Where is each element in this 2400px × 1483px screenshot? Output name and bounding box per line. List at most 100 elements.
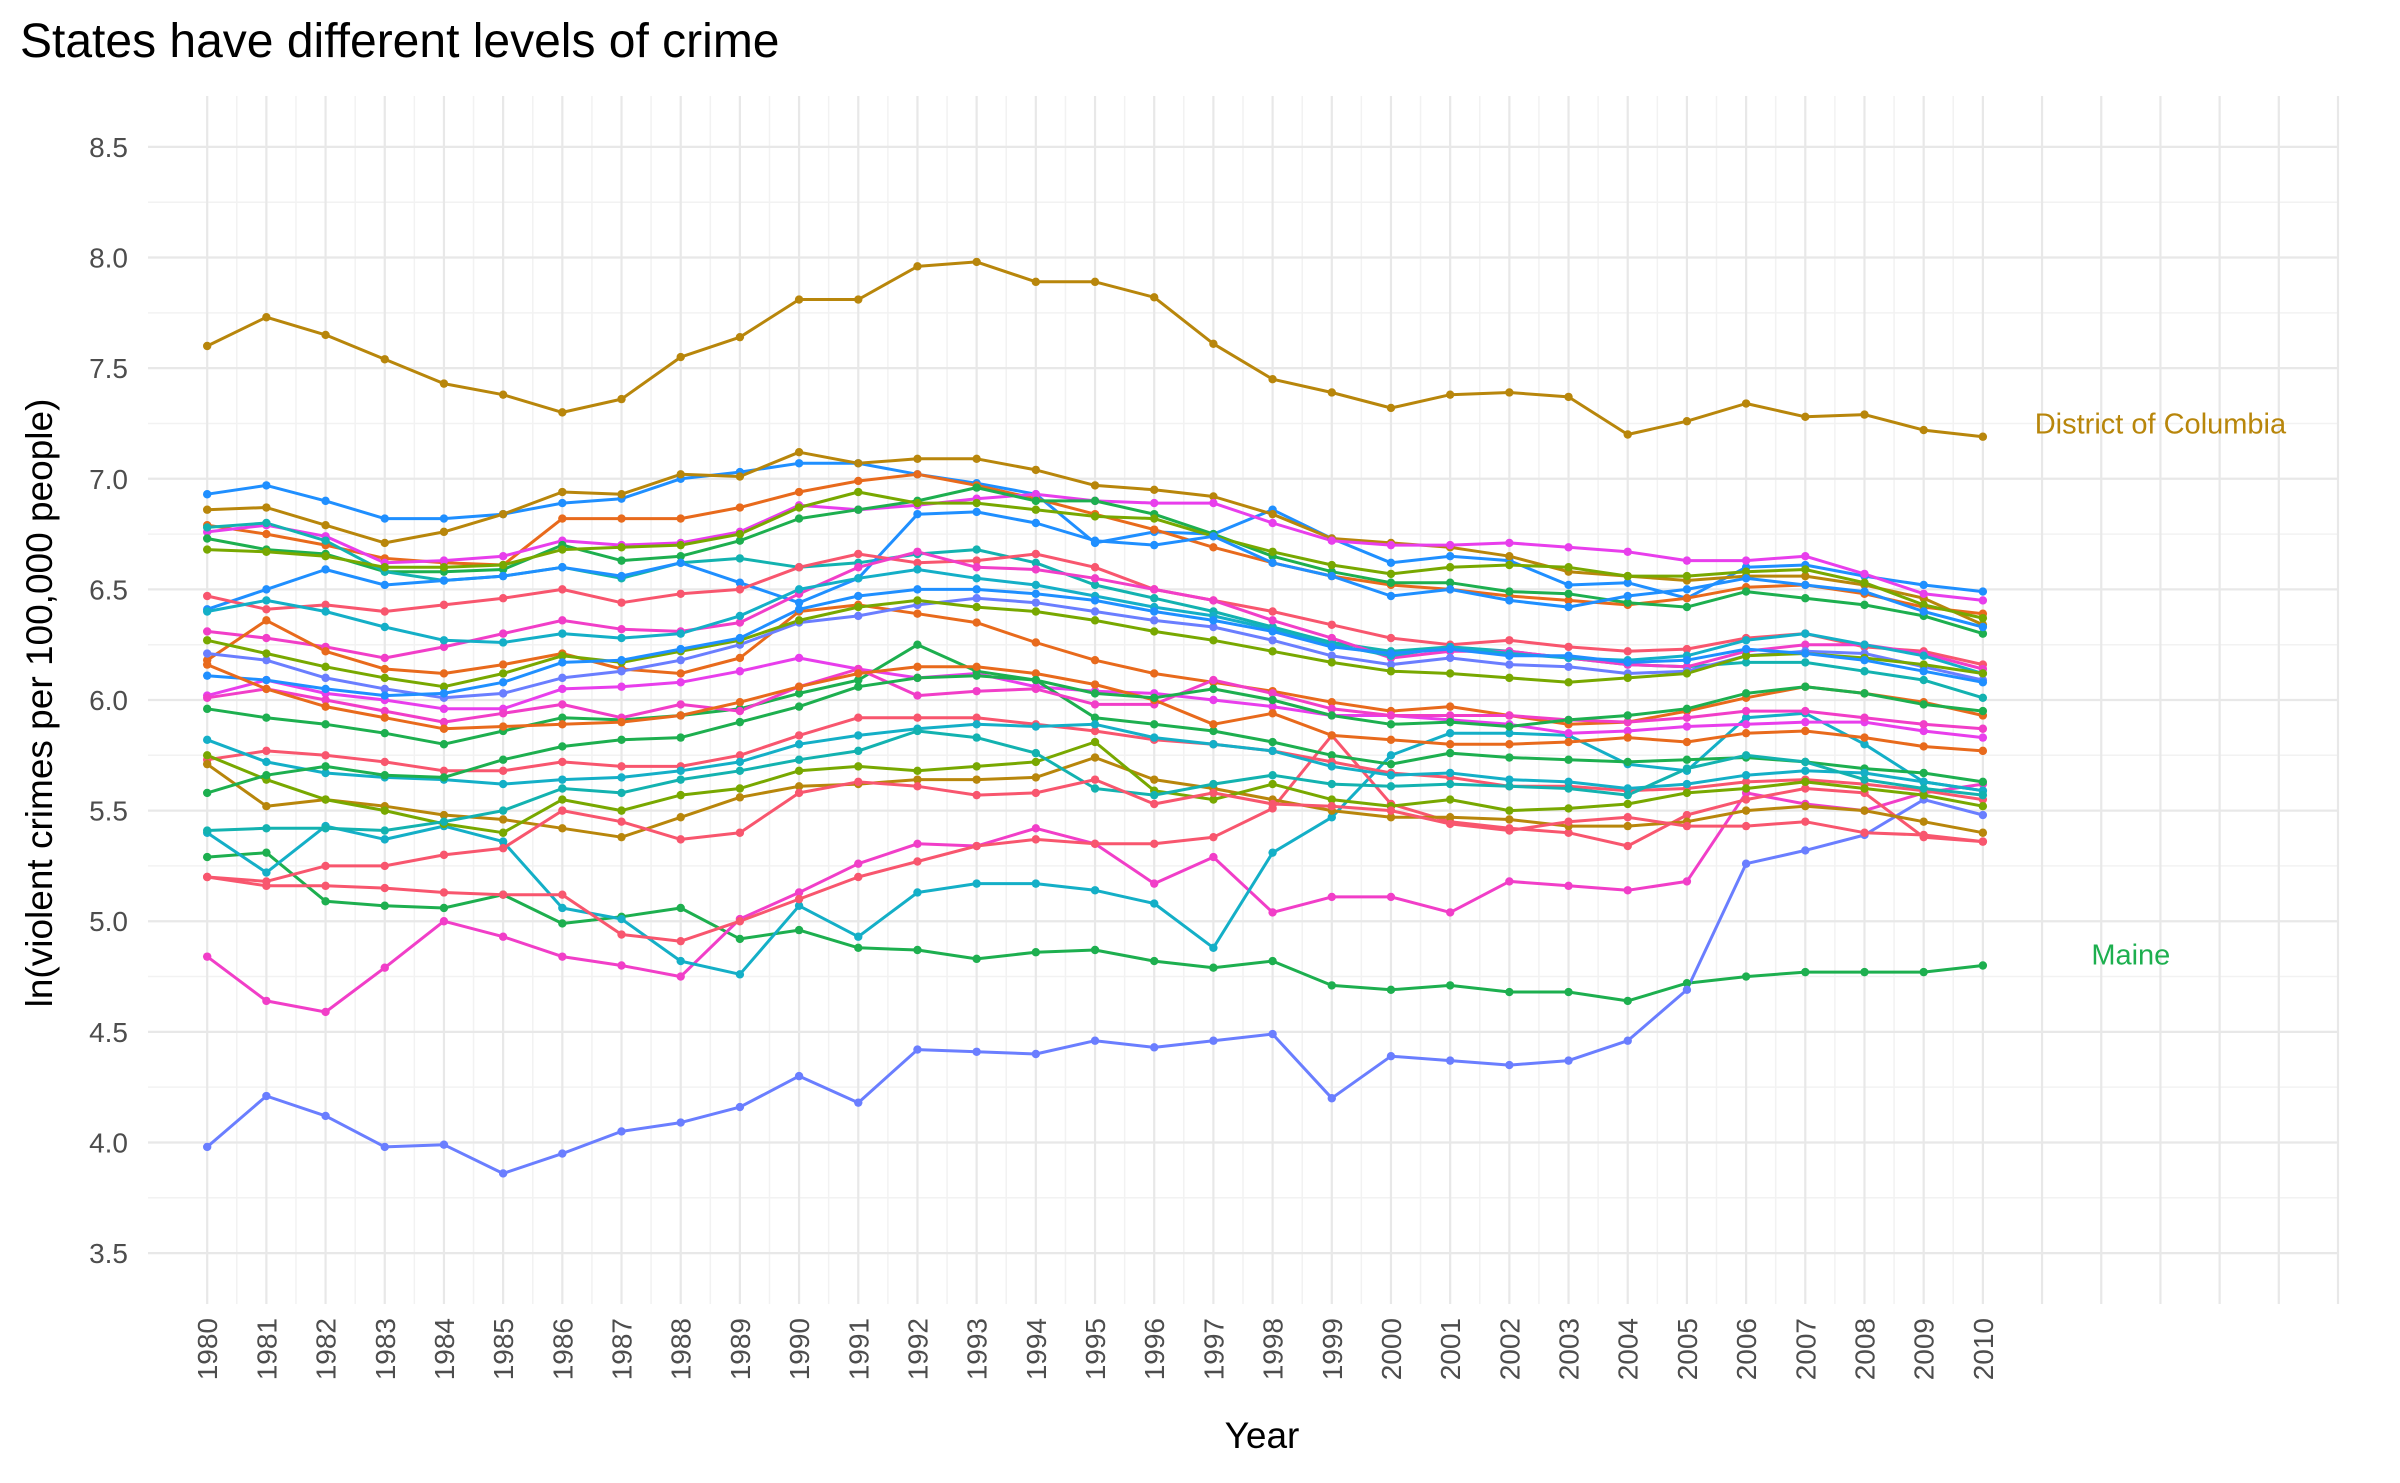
data-point xyxy=(439,527,449,537)
data-point xyxy=(854,574,863,583)
data-point xyxy=(1741,644,1751,654)
data-point xyxy=(1386,985,1396,995)
data-point xyxy=(1623,821,1632,831)
data-point xyxy=(1741,399,1751,408)
data-point xyxy=(1505,560,1514,570)
data-point xyxy=(1919,580,1928,590)
data-point xyxy=(262,713,271,722)
data-point xyxy=(972,1047,981,1056)
data-point xyxy=(617,625,626,634)
data-point xyxy=(1860,410,1869,419)
data-point xyxy=(1090,655,1100,665)
data-point xyxy=(1801,412,1810,422)
data-point xyxy=(1031,773,1041,782)
data-point xyxy=(262,585,271,594)
data-point xyxy=(1919,830,1928,840)
data-point xyxy=(1978,746,1988,756)
data-point xyxy=(439,642,449,652)
data-point xyxy=(1209,963,1218,972)
data-point xyxy=(498,669,508,678)
data-point xyxy=(1090,512,1100,521)
data-point xyxy=(1209,339,1218,348)
data-point xyxy=(854,295,863,304)
data-point xyxy=(972,556,981,565)
data-point xyxy=(1031,580,1041,590)
data-point xyxy=(676,470,685,479)
data-point xyxy=(1150,775,1159,784)
data-point xyxy=(676,903,685,913)
data-point xyxy=(1386,1052,1396,1061)
data-point xyxy=(380,861,389,871)
data-point xyxy=(439,917,449,926)
data-point xyxy=(676,790,685,800)
data-point xyxy=(1623,757,1632,767)
data-point xyxy=(735,585,745,594)
data-point xyxy=(854,746,863,756)
data-point xyxy=(262,771,271,780)
data-point xyxy=(794,459,804,468)
data-point xyxy=(202,534,212,543)
data-point xyxy=(439,576,449,585)
data-point xyxy=(1860,689,1869,698)
data-point xyxy=(1682,722,1692,731)
data-point xyxy=(735,828,745,837)
data-point xyxy=(794,740,804,749)
x-tick-label: 1995 xyxy=(1080,1318,1111,1380)
data-point xyxy=(1386,806,1396,815)
x-tick-label: 1990 xyxy=(784,1318,815,1380)
data-point xyxy=(1031,722,1041,731)
data-point xyxy=(794,888,804,897)
data-point xyxy=(1090,574,1100,583)
data-point xyxy=(1978,678,1988,687)
data-point xyxy=(1564,737,1573,747)
data-point xyxy=(1741,771,1751,780)
data-point xyxy=(1268,956,1277,966)
data-point xyxy=(1564,817,1573,826)
x-axis-ticks: 1980 1981 1982 1983 1984 1985 1986 1987 1988 1989… xyxy=(192,1318,1999,1380)
data-point xyxy=(1150,693,1159,702)
data-point xyxy=(1150,293,1159,302)
data-point xyxy=(913,888,922,897)
data-point xyxy=(1623,591,1632,601)
data-point xyxy=(1564,596,1573,605)
data-point xyxy=(1623,717,1632,727)
data-point xyxy=(1209,543,1218,552)
data-point xyxy=(735,970,745,979)
data-point xyxy=(1623,578,1632,587)
data-point xyxy=(380,883,389,893)
data-point xyxy=(1978,724,1988,733)
data-point xyxy=(1564,1056,1573,1065)
data-point xyxy=(1505,740,1514,749)
grid-lines xyxy=(148,96,2340,1304)
chart-title: States have different levels of crime xyxy=(20,15,780,68)
data-point xyxy=(1741,972,1751,981)
data-point xyxy=(1327,633,1336,643)
data-point xyxy=(1978,613,1988,623)
data-point xyxy=(1445,578,1455,587)
x-tick-label: 1992 xyxy=(902,1318,933,1380)
data-point xyxy=(1919,660,1928,669)
data-point xyxy=(1682,737,1692,747)
data-point xyxy=(1209,492,1218,501)
data-point xyxy=(1978,587,1988,596)
data-point xyxy=(1268,737,1277,747)
data-point xyxy=(558,629,567,638)
data-point xyxy=(972,618,981,627)
data-point xyxy=(262,801,271,811)
data-point xyxy=(913,782,922,791)
data-point xyxy=(1031,675,1041,685)
data-point xyxy=(1564,642,1573,652)
data-point xyxy=(854,591,863,601)
data-point xyxy=(617,806,626,815)
data-point xyxy=(1090,700,1100,709)
data-point xyxy=(1801,757,1810,767)
data-point xyxy=(1860,784,1869,793)
data-point xyxy=(1150,790,1159,800)
data-point xyxy=(972,574,981,583)
data-point xyxy=(321,647,330,656)
data-point xyxy=(558,903,567,913)
data-point xyxy=(1150,498,1159,508)
data-point xyxy=(676,589,685,599)
data-point xyxy=(617,773,626,782)
data-point xyxy=(380,901,389,910)
